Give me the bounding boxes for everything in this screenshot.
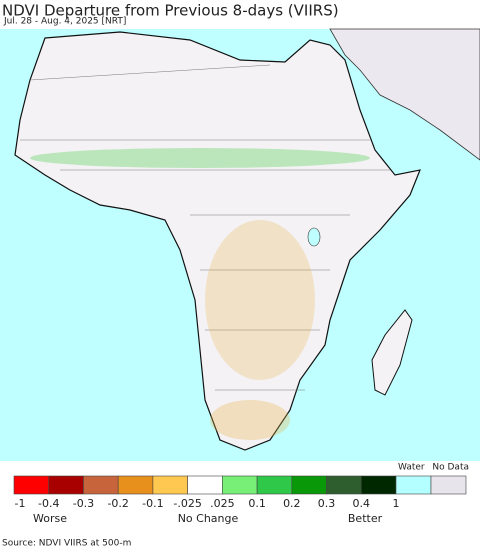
legend-tick: -0.4 [38, 497, 59, 510]
legend-tick: -0.1 [142, 497, 163, 510]
legend-tick: -0.2 [107, 497, 128, 510]
legend-tick: 1 [393, 497, 400, 510]
legend-tick: .025 [210, 497, 235, 510]
africa [14, 31, 421, 451]
lake [307, 227, 321, 247]
source: Source: NDVI VIIRS at 500-m [2, 539, 131, 549]
legend-swatch [48, 475, 84, 495]
madagascar [371, 309, 413, 396]
legend-swatch [187, 475, 223, 495]
nodata-swatch [430, 475, 467, 495]
subtitle: Jul. 28 - Aug. 4, 2025 [NRT] [3, 17, 126, 27]
legend-tick: 0.1 [248, 497, 266, 510]
borders [20, 64, 390, 391]
nodata-label: No Data [432, 463, 469, 473]
middle-east [329, 28, 480, 161]
legend-swatch [117, 475, 154, 495]
legend-swatch [360, 475, 397, 495]
legend-tick: -1 [15, 497, 26, 510]
worse-label: Worse [33, 512, 67, 525]
legend-tick: 0.4 [353, 497, 371, 510]
legend-tick: -0.3 [73, 497, 94, 510]
vegetation [205, 220, 315, 380]
no-change-label: No Change [178, 512, 239, 525]
legend-swatch [256, 475, 293, 495]
legend-swatch [326, 475, 362, 495]
vegetation [210, 400, 290, 440]
map [0, 28, 480, 461]
water-swatch [395, 475, 432, 495]
legend-tick: -.025 [173, 497, 201, 510]
water-label: Water [398, 463, 425, 473]
legend-tick: 0.3 [318, 497, 336, 510]
legend-swatch [222, 475, 258, 495]
legend-swatch [291, 475, 327, 495]
vegetation [30, 148, 370, 168]
better-label: Better [348, 512, 383, 525]
legend: -1 -0.4 -0.3 -0.2 -0.1 -.025 .025 0.1 0.2 0.3 0.4 1… [13, 463, 469, 525]
legend-swatch [83, 475, 119, 495]
title: NDVI Departure from Previous 8-days (VII… [2, 2, 339, 20]
legend-swatch [13, 475, 50, 495]
legend-swatch [152, 475, 188, 495]
legend-tick: 0.2 [283, 497, 301, 510]
